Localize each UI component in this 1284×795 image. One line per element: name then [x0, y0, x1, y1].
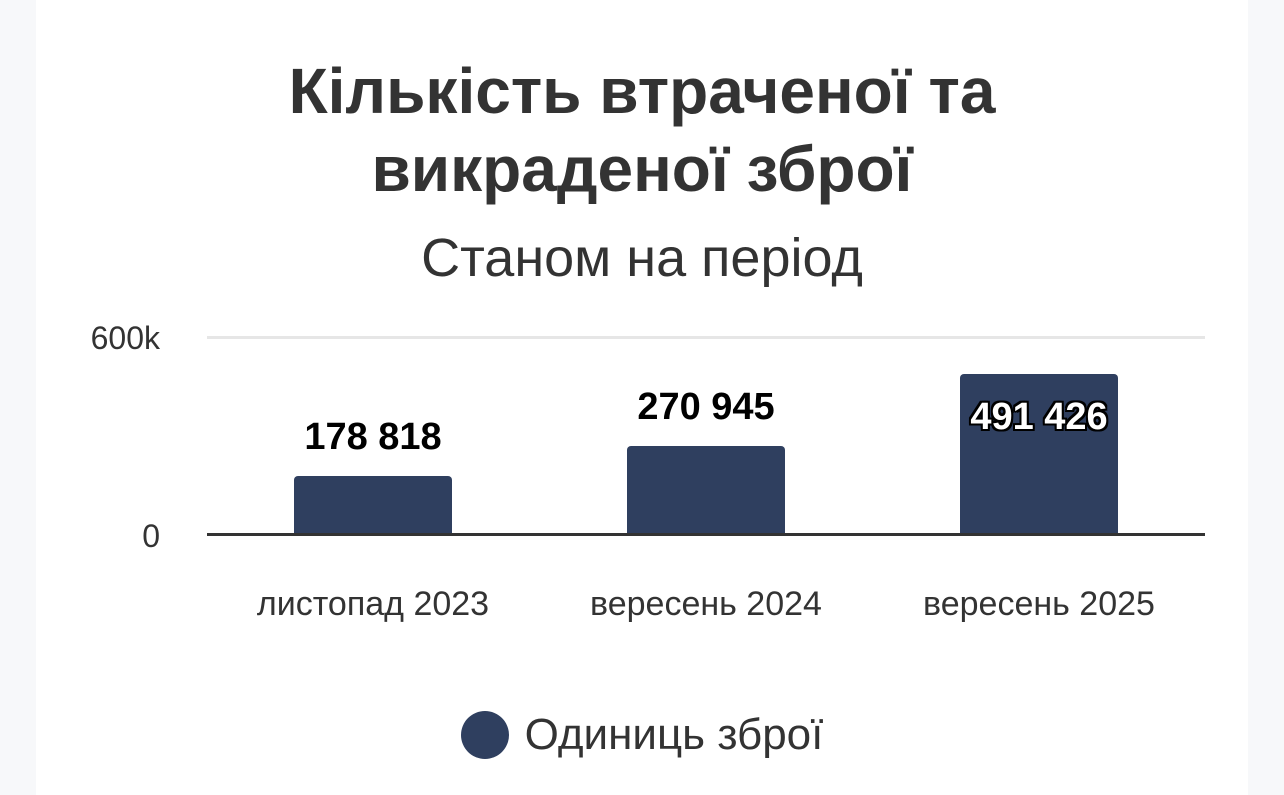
bar-veresen-2025[interactable] [960, 374, 1118, 535]
chart-legend: Одиниць зброї [0, 710, 1284, 760]
data-label-listopad-2023: 178 818 [304, 416, 442, 458]
data-label-veresen-2024: 270 945 [637, 386, 775, 428]
gridline-600k [207, 336, 1205, 339]
x-label-veresen-2025: вересень 2025 [923, 585, 1155, 623]
chart-title: Кількість втраченої та викраденої зброї [0, 52, 1284, 208]
y-tick-600k: 600k [90, 320, 160, 356]
chart-title-line-2: викраденої зброї [371, 133, 913, 205]
data-label-veresen-2025: 491 426 [970, 396, 1108, 438]
x-label-listopad-2023: листопад 2023 [256, 585, 490, 623]
chart-subtitle: Станом на період [421, 228, 863, 288]
legend-circle-icon[interactable] [460, 711, 509, 759]
x-axis-baseline [207, 533, 1205, 536]
chart-title-line-1: Кількість втраченої та [288, 55, 996, 127]
legend-label[interactable]: Одиниць зброї [524, 710, 824, 759]
bar-listopad-2023[interactable] [294, 476, 452, 535]
x-label-veresen-2024: вересень 2024 [590, 585, 822, 623]
y-tick-0: 0 [142, 518, 160, 554]
bar-veresen-2024[interactable] [627, 446, 785, 535]
